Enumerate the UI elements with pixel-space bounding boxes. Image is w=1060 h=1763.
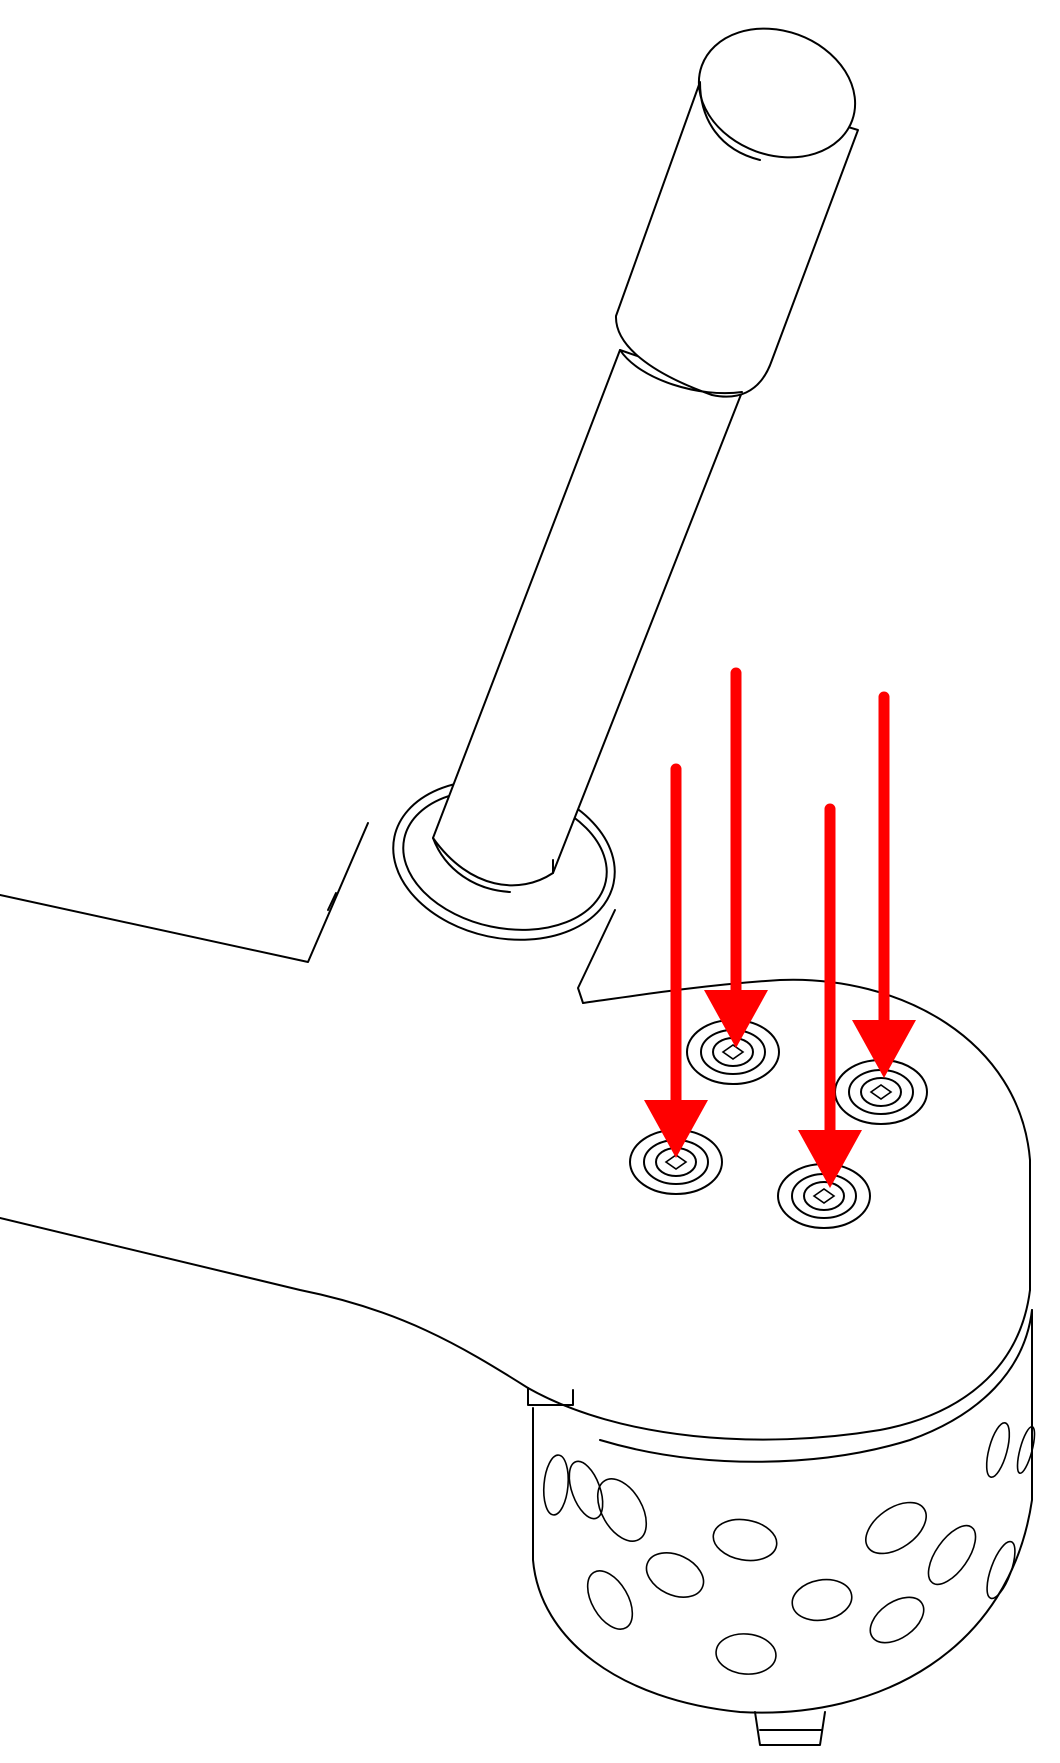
- housing-lower-cylinder: [532, 1309, 1033, 1714]
- tube-collar: [619, 349, 743, 395]
- vent-hole: [865, 1501, 927, 1555]
- tube-rod: [432, 27, 859, 893]
- vent-hole: [645, 1552, 705, 1598]
- vent-hole: [791, 1578, 853, 1622]
- vent-hole: [542, 1454, 570, 1516]
- arm-top-edge: [0, 822, 369, 963]
- housing-band-lower: [599, 1309, 1033, 1463]
- tube-upper-body: [614, 81, 859, 398]
- arrow-down-icon: [644, 763, 708, 1158]
- vent-hole: [1016, 1425, 1036, 1475]
- vent-hole: [927, 1524, 977, 1586]
- vent-hole: [568, 1460, 604, 1520]
- screw-top-center: [686, 1019, 780, 1085]
- vent-holes: [542, 1422, 1036, 1675]
- arm-notch-line: [327, 892, 337, 911]
- housing-notch: [527, 1387, 574, 1406]
- arm-top-face-edge: [582, 979, 781, 1004]
- vent-hole: [596, 1478, 648, 1542]
- motor-housing: [527, 978, 1036, 1746]
- housing-bottom-nut: [754, 1711, 826, 1746]
- arm-step-edge: [577, 909, 616, 1004]
- arrow-down-icon: [852, 691, 916, 1078]
- vent-hole: [586, 1570, 634, 1630]
- tube-base-curve: [432, 837, 511, 893]
- arrow-down-icon: [798, 803, 862, 1188]
- insertion-arrows: [644, 667, 916, 1188]
- vent-hole: [715, 1633, 777, 1675]
- screws: [629, 1019, 928, 1229]
- arrow-down-icon: [704, 667, 768, 1048]
- vent-hole: [712, 1518, 778, 1562]
- tube-end-cap: [697, 27, 857, 159]
- arm-bottom-edge: [0, 1217, 529, 1389]
- tube-lower-body: [432, 349, 743, 887]
- arm-body: [0, 822, 781, 1389]
- tube-cap-rim: [699, 81, 761, 161]
- housing-band-upper: [527, 1289, 1031, 1441]
- vent-hole: [986, 1540, 1016, 1600]
- vent-hole: [869, 1596, 925, 1644]
- vent-hole: [985, 1422, 1011, 1478]
